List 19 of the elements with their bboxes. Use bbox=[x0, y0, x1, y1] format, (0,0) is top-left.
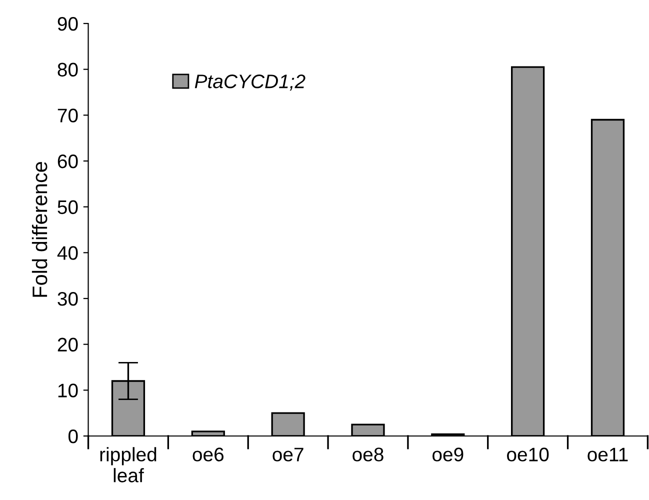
x-tick-label: oe7 bbox=[272, 448, 304, 462]
y-tick-label: 0 bbox=[68, 429, 78, 444]
y-tick-label: 30 bbox=[58, 292, 78, 306]
legend-label: PtaCYCD1;2 bbox=[194, 74, 306, 91]
y-tick-label: 40 bbox=[57, 246, 78, 260]
y-tick-label: 80 bbox=[58, 62, 78, 77]
y-tick-label: 60 bbox=[58, 154, 78, 168]
y-tick-label: 70 bbox=[58, 108, 78, 122]
y-tick-label: 90 bbox=[58, 16, 78, 31]
x-tick-label: oe6 bbox=[192, 448, 224, 462]
y-tick-label: 10 bbox=[58, 384, 78, 398]
x-tick-label: oe10 bbox=[507, 448, 549, 462]
x-tick-label: oe9 bbox=[432, 448, 464, 462]
x-tick-label: oe11 bbox=[588, 448, 628, 462]
y-tick-label: 50 bbox=[58, 200, 78, 214]
y-tick-label: 20 bbox=[58, 338, 78, 352]
y-axis-title: Fold difference bbox=[32, 162, 48, 297]
x-tick-label: oe8 bbox=[352, 448, 384, 462]
x-tick-label: rippled leaf bbox=[100, 447, 156, 482]
